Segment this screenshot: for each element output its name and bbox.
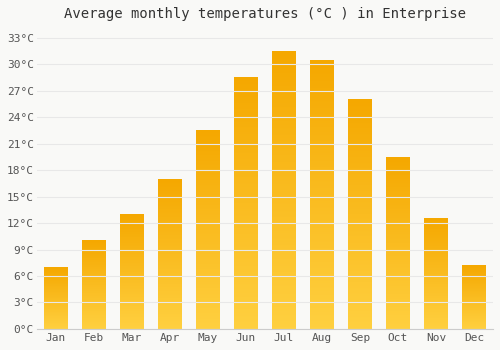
Title: Average monthly temperatures (°C ) in Enterprise: Average monthly temperatures (°C ) in En… (64, 7, 466, 21)
